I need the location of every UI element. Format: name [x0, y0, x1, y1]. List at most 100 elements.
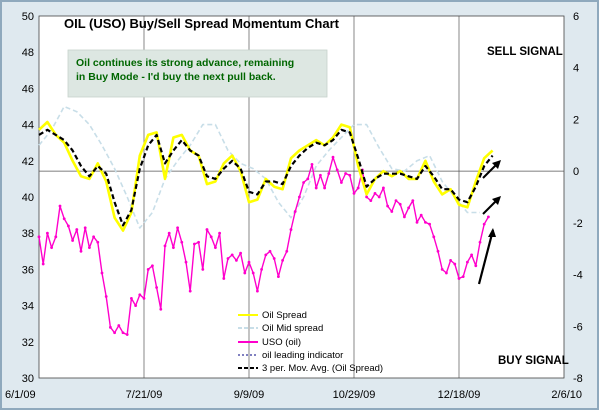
data-point-uso-oil	[176, 226, 180, 230]
data-point-uso-oil	[41, 262, 45, 266]
data-point-uso-oil	[37, 235, 41, 239]
data-point-uso-oil	[344, 172, 347, 175]
data-point-uso-oil	[83, 226, 87, 230]
y-left-tick-label: 42	[22, 156, 34, 168]
legend-label-leading-indicator: oil leading indicator	[262, 350, 343, 361]
annotation-background	[67, 49, 328, 98]
data-point-uso-oil	[184, 260, 188, 264]
data-point-uso-oil	[67, 224, 70, 228]
data-point-uso-oil	[478, 240, 482, 244]
data-point-uso-oil	[403, 215, 406, 219]
data-point-uso-oil	[71, 239, 74, 242]
data-point-uso-oil	[373, 191, 377, 195]
data-point-uso-oil	[75, 228, 79, 231]
data-point-uso-oil	[306, 177, 310, 181]
buy-signal-label: BUY SIGNAL	[498, 355, 569, 367]
data-point-uso-oil	[310, 163, 314, 166]
series-layer	[37, 105, 494, 336]
trend-arrow-top-head	[492, 160, 501, 169]
data-point-uso-oil	[104, 295, 108, 298]
data-point-uso-oil	[121, 331, 125, 335]
x-tick-label: 6/1/09	[5, 389, 36, 401]
data-point-uso-oil	[142, 296, 146, 300]
data-point-uso-oil	[382, 186, 385, 190]
data-point-uso-oil	[474, 264, 478, 268]
legend-label-oil-spread: Oil Spread	[262, 310, 307, 321]
data-point-uso-oil	[96, 240, 100, 244]
annotation-line-2: in Buy Mode - I'd buy the next pull back…	[76, 71, 276, 83]
data-point-uso-oil	[453, 262, 457, 266]
data-point-uso-oil	[348, 173, 352, 177]
data-point-uso-oil	[470, 253, 473, 257]
data-point-uso-oil	[172, 246, 175, 250]
data-point-uso-oil	[230, 253, 234, 257]
data-point-uso-oil	[251, 271, 255, 275]
data-point-uso-oil	[239, 251, 243, 255]
data-point-uso-oil	[386, 204, 389, 208]
data-point-uso-oil	[356, 186, 360, 190]
data-point-uso-oil	[327, 172, 331, 175]
data-point-uso-oil	[487, 215, 490, 219]
data-point-uso-oil	[415, 220, 419, 224]
data-point-uso-oil	[411, 199, 415, 203]
data-point-uso-oil	[436, 249, 440, 253]
data-point-uso-oil	[428, 222, 431, 226]
data-point-uso-oil	[285, 249, 289, 253]
data-point-uso-oil	[314, 186, 318, 190]
y-left-tick-label: 32	[22, 337, 34, 349]
y-left-tick-label: 50	[22, 11, 34, 23]
trend-arrow-long-head	[488, 228, 496, 237]
data-point-uso-oil	[390, 210, 394, 213]
data-point-uso-oil	[352, 191, 356, 195]
data-point-uso-oil	[222, 277, 226, 280]
x-tick-label: 10/29/09	[333, 389, 376, 401]
data-point-uso-oil	[214, 246, 217, 250]
x-tick-label: 9/9/09	[234, 389, 265, 401]
data-point-uso-oil	[449, 258, 452, 262]
y-left-tick-label: 36	[22, 264, 34, 276]
data-point-uso-oil	[113, 331, 116, 335]
data-point-uso-oil	[193, 242, 196, 246]
data-point-uso-oil	[461, 275, 465, 279]
annotation-line-1: Oil continues its strong advance, remain…	[76, 57, 294, 69]
y-right-tick-label: 4	[573, 63, 579, 75]
data-point-uso-oil	[79, 249, 83, 253]
data-point-uso-oil	[457, 277, 461, 280]
data-point-uso-oil	[155, 286, 159, 289]
trend-arrow-mid-head	[492, 196, 501, 205]
y-right-tick-label: -4	[573, 270, 583, 282]
data-point-uso-oil	[50, 246, 53, 250]
data-point-uso-oil	[398, 202, 402, 206]
trend-arrow-long-shaft	[477, 229, 495, 285]
trend-arrows	[477, 160, 501, 285]
data-point-uso-oil	[407, 206, 410, 210]
y-right-tick-label: -6	[573, 321, 583, 333]
data-point-uso-oil	[226, 257, 230, 260]
data-point-uso-oil	[54, 235, 58, 239]
data-point-uso-oil	[201, 268, 205, 271]
data-point-uso-oil	[247, 260, 251, 264]
data-point-uso-oil	[205, 228, 209, 231]
data-point-uso-oil	[323, 186, 326, 190]
data-point-uso-oil	[159, 307, 163, 311]
legend: Oil Spread Oil Mid spread USO (oil) oil …	[238, 310, 383, 374]
data-point-uso-oil	[302, 181, 305, 184]
data-point-uso-oil	[298, 195, 301, 199]
y-left-tick-label: 34	[22, 301, 34, 313]
data-point-uso-oil	[277, 275, 280, 279]
data-point-uso-oil	[331, 155, 335, 159]
data-point-uso-oil	[264, 253, 268, 257]
y-left-tick-label: 44	[22, 120, 34, 132]
data-point-uso-oil	[482, 222, 486, 226]
data-point-uso-oil	[440, 268, 444, 271]
chart-title: OIL (USO) Buy/Sell Spread Momentum Chart	[64, 16, 340, 31]
y-right-tick-labels: -8 -6 -4 -2 0 2 4 6	[573, 11, 583, 385]
series-line-3-per-mov-avg-oil-spread	[38, 128, 494, 227]
data-point-uso-oil	[293, 210, 297, 213]
legend-label-uso: USO (oil)	[262, 337, 301, 348]
data-point-uso-oil	[88, 246, 91, 250]
data-point-uso-oil	[146, 268, 150, 271]
data-point-uso-oil	[180, 240, 184, 244]
legend-label-oil-mid-spread: Oil Mid spread	[262, 323, 323, 334]
